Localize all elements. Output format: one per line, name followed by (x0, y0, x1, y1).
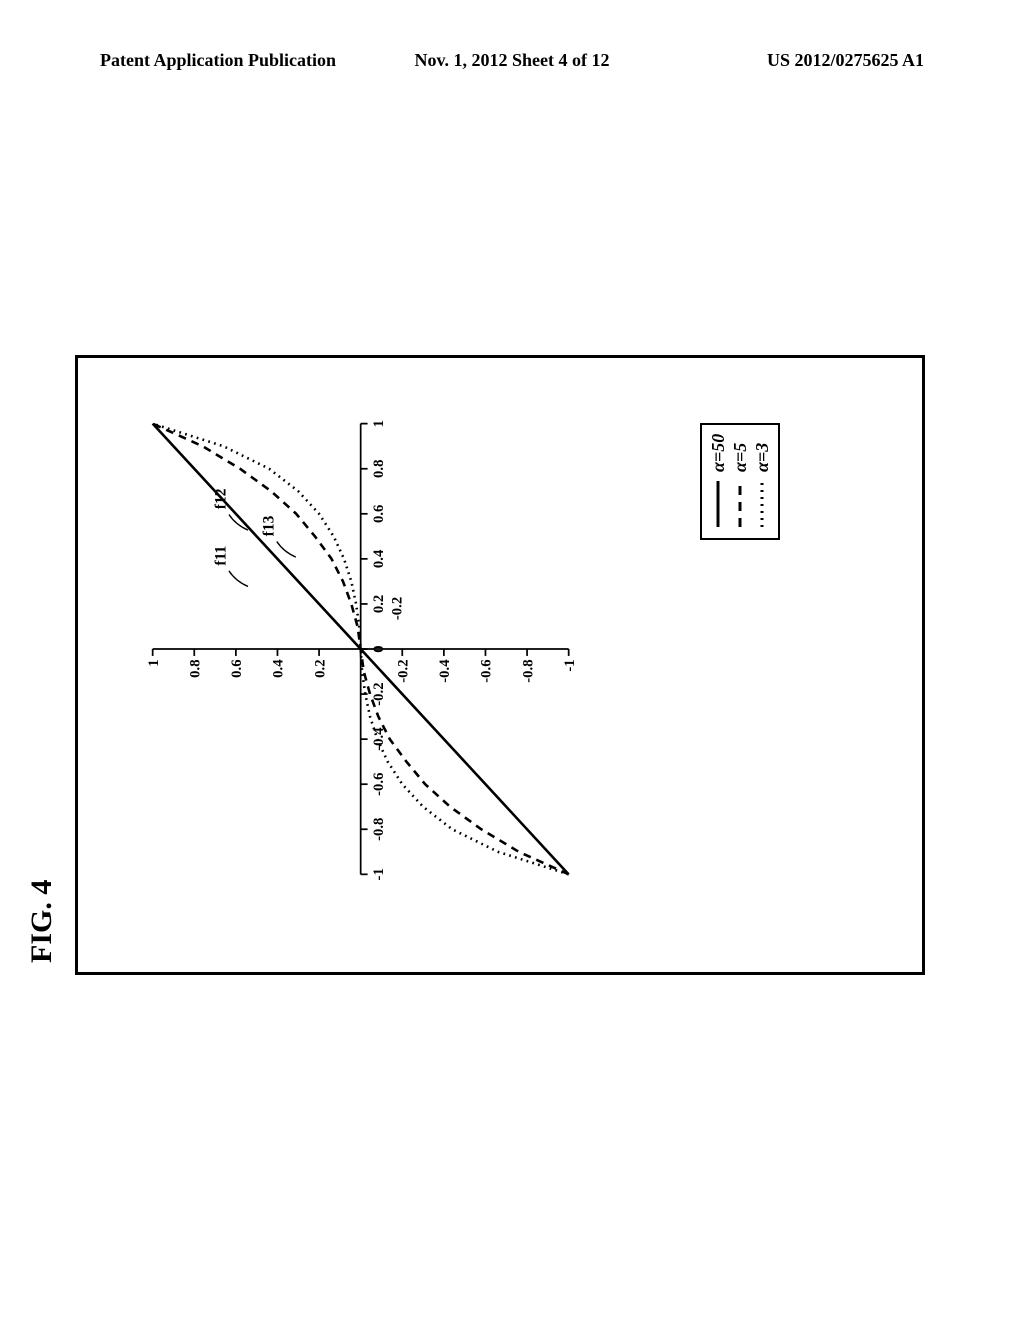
header-publication: Patent Application Publication (100, 50, 375, 71)
x-tick-label: -1 (371, 868, 387, 880)
legend-item: α=50 (707, 434, 729, 529)
curve-label-f12: f12 (212, 488, 229, 509)
header-pub-number: US 2012/0275625 A1 (649, 50, 924, 71)
curve-label-f13: f13 (260, 515, 277, 536)
y-tick-label: -0.6 (479, 659, 495, 682)
x-tick-label: 0.2 (371, 595, 387, 613)
y-tick-label: -0.4 (437, 659, 453, 683)
legend-box: α=50α=5α=3 (700, 423, 780, 540)
figure-4-container: FIG. 4 -1-0.8-0.6-0.4-0.200.20.40.60.81-… (75, 355, 925, 975)
x-tick-label: 0.6 (371, 505, 387, 523)
chart-svg: -1 -0.8 -0.6 -0.4 -0.2 0 0.2 0.4 0.6 0.8 1 -0.2 -1 -0… (121, 389, 661, 909)
plot-area: -1 -0.8 -0.6 -0.4 -0.2 0 0.2 0.4 0.6 0.8 1 -0.2 -1 -0… (121, 389, 601, 909)
page-header: Patent Application Publication Nov. 1, 2… (0, 50, 1024, 71)
x-tick-label: 1 (371, 420, 387, 427)
legend-line-sample (708, 479, 728, 529)
header-date-sheet: Nov. 1, 2012 Sheet 4 of 12 (375, 50, 650, 71)
figure-title: FIG. 4 (25, 880, 59, 963)
x-tick-label: 0.4 (371, 549, 387, 568)
curve-label-f11: f11 (212, 546, 229, 566)
label-leader-f13 (277, 542, 296, 558)
label-leader-f11 (229, 571, 248, 587)
y-tick-label: -0.8 (520, 659, 536, 682)
x-tick-label: 0.8 (371, 460, 387, 478)
legend-item: α=3 (751, 434, 773, 529)
y-tick-label: 0.2 (312, 659, 328, 677)
x-tick-label: 0 (371, 645, 387, 652)
legend-label: α=50 (708, 434, 729, 472)
y-tick-label: -0.2 (395, 659, 411, 682)
y-tick-label: 1 (146, 659, 162, 666)
x-tick-label: -0.6 (371, 773, 387, 796)
legend-line-sample (730, 479, 750, 529)
legend-item: α=5 (729, 434, 751, 529)
y-tick-label: 0.6 (229, 659, 245, 677)
y-tick-label: 0.4 (271, 659, 287, 678)
legend-label: α=5 (730, 443, 751, 472)
legend-line-sample (752, 479, 772, 529)
y-tick-label: -1 (562, 659, 578, 671)
y-tick-label: 0.8 (187, 659, 203, 677)
legend-label: α=3 (752, 443, 773, 472)
x-tick-label: -0.8 (371, 818, 387, 841)
offset-label: -0.2 (389, 597, 405, 620)
